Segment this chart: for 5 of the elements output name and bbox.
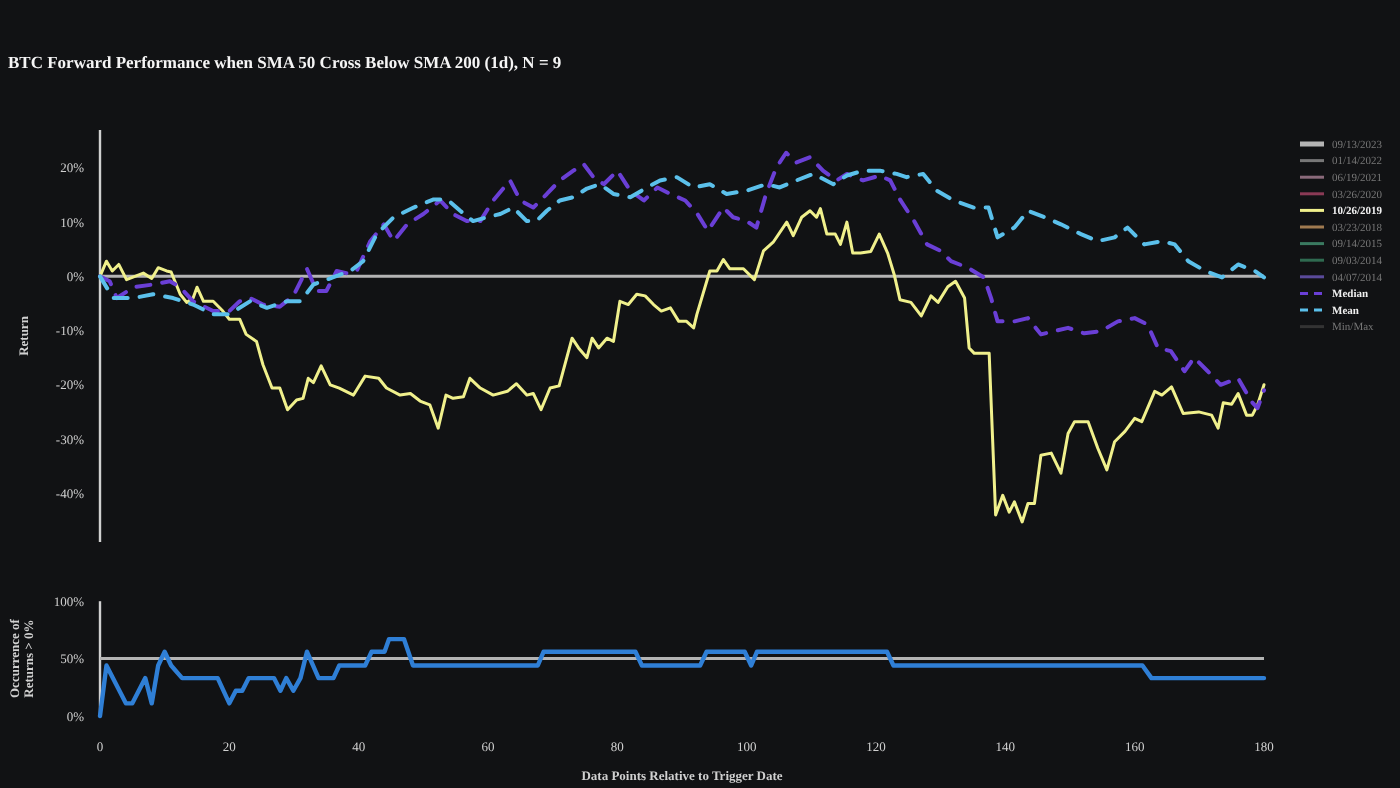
line-series (98, 207, 1266, 524)
line-series (98, 168, 1266, 317)
line-series (98, 150, 1266, 411)
chart-title: BTC Forward Performance when SMA 50 Cross Below SMA 200 (1d), N = 9 (8, 52, 562, 72)
line-series (97, 636, 1267, 719)
